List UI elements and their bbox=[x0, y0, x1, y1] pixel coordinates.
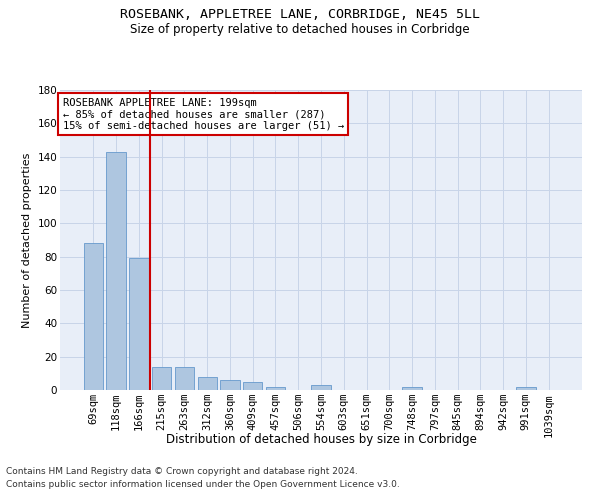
Bar bbox=[220, 380, 239, 390]
Bar bbox=[311, 385, 331, 390]
Text: ROSEBANK, APPLETREE LANE, CORBRIDGE, NE45 5LL: ROSEBANK, APPLETREE LANE, CORBRIDGE, NE4… bbox=[120, 8, 480, 20]
Y-axis label: Number of detached properties: Number of detached properties bbox=[22, 152, 32, 328]
Text: Size of property relative to detached houses in Corbridge: Size of property relative to detached ho… bbox=[130, 22, 470, 36]
Bar bbox=[403, 386, 422, 390]
Bar bbox=[266, 386, 285, 390]
Text: Contains HM Land Registry data © Crown copyright and database right 2024.: Contains HM Land Registry data © Crown c… bbox=[6, 468, 358, 476]
Bar bbox=[175, 366, 194, 390]
Text: Contains public sector information licensed under the Open Government Licence v3: Contains public sector information licen… bbox=[6, 480, 400, 489]
Bar bbox=[152, 366, 172, 390]
Bar bbox=[516, 386, 536, 390]
Text: ROSEBANK APPLETREE LANE: 199sqm
← 85% of detached houses are smaller (287)
15% o: ROSEBANK APPLETREE LANE: 199sqm ← 85% of… bbox=[62, 98, 344, 130]
Bar bbox=[84, 244, 103, 390]
Bar bbox=[129, 258, 149, 390]
Bar bbox=[197, 376, 217, 390]
Text: Distribution of detached houses by size in Corbridge: Distribution of detached houses by size … bbox=[166, 432, 476, 446]
Bar bbox=[106, 152, 126, 390]
Bar bbox=[243, 382, 262, 390]
